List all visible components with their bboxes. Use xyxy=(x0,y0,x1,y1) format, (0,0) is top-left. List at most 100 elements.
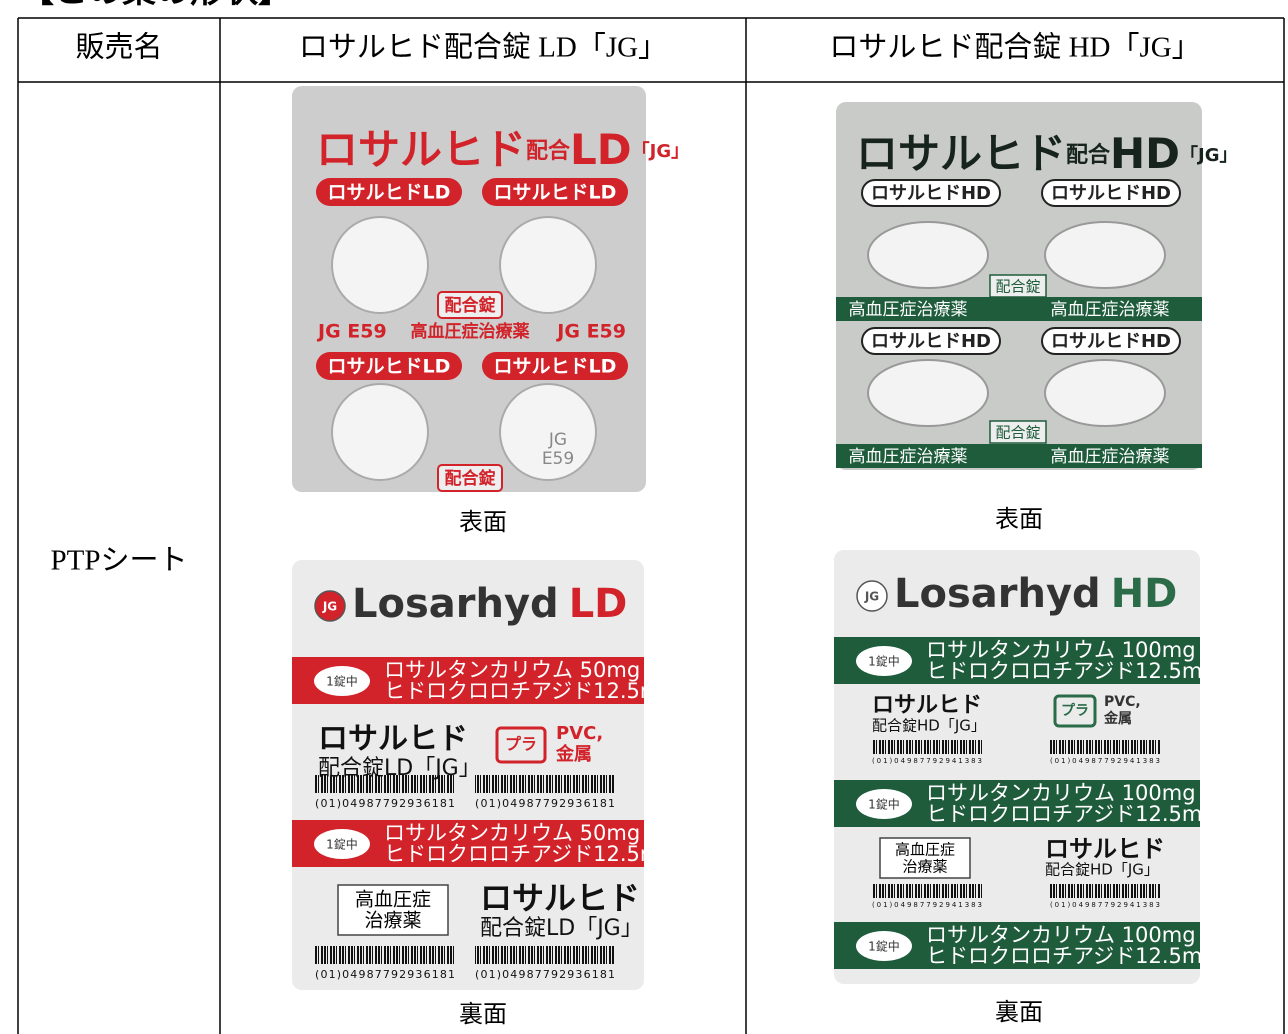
logo-badge xyxy=(856,580,888,612)
ingredient: ヒドロクロロチアジド12.5mg xyxy=(926,659,1216,683)
mark-box xyxy=(437,464,503,492)
header-cell: ロサルヒド配合錠 HD「JG」 xyxy=(829,31,1200,64)
tag-pill xyxy=(1041,179,1181,207)
mark: 配合錠 xyxy=(995,424,1040,442)
indication: 高血圧症治療薬 xyxy=(849,447,968,467)
brand-sub: 配合錠HD「JG」 xyxy=(872,717,986,735)
barcode xyxy=(475,946,615,964)
logo: JG xyxy=(322,600,337,614)
recycle-icon xyxy=(1053,694,1097,728)
tablet xyxy=(1044,359,1166,427)
tag-pill xyxy=(861,327,1001,355)
brand-sub: 配合錠LD「JG」 xyxy=(480,916,643,941)
tag: ロサルヒドHD xyxy=(1051,331,1171,352)
tag: ロサルヒドLD xyxy=(494,356,617,378)
package-name-part: Losarhyd xyxy=(894,571,1101,617)
brand: ロサルヒド xyxy=(1045,835,1165,863)
ingredient: ヒドロクロロチアジド12.5mg xyxy=(926,802,1216,826)
logo-badge xyxy=(314,590,346,622)
per-tablet: 1錠中 xyxy=(868,939,900,954)
package-name-part: HD xyxy=(1111,571,1178,617)
indication: 高血圧症治療薬 xyxy=(411,321,530,342)
caption: 裏面 xyxy=(459,1000,507,1028)
header-cell: 販売名 xyxy=(75,31,162,64)
caption: 表面 xyxy=(995,505,1043,533)
tag: ロサルヒドLD xyxy=(328,182,451,204)
package-name-part: Losarhyd xyxy=(352,581,559,627)
mark-box xyxy=(437,291,503,319)
indication: 高血圧症治療薬 xyxy=(849,300,968,320)
code: JG E59 xyxy=(316,321,387,343)
tag-pill xyxy=(316,178,462,206)
barcode xyxy=(475,775,615,793)
mark: 配合錠 xyxy=(445,295,496,316)
indication-band xyxy=(836,297,1202,321)
per-tablet: 1錠中 xyxy=(868,654,900,669)
imprint: JG xyxy=(548,430,567,450)
mark: 配合錠 xyxy=(995,278,1040,296)
barcode-number: (01)04987792941383 xyxy=(1050,901,1160,909)
recycle: プラ xyxy=(1061,703,1089,719)
ingredient: ヒドロクロロチアジド12.5mg xyxy=(926,944,1216,968)
package-title-part: 「JG」 xyxy=(632,140,689,162)
barcode-number: (01)04987792936181 xyxy=(315,797,455,810)
per-tablet: 1錠中 xyxy=(326,837,358,852)
tag-pill xyxy=(482,178,628,206)
brand: ロサルヒド xyxy=(480,879,640,917)
tag: ロサルヒドHD xyxy=(871,183,991,204)
per-badge xyxy=(856,646,912,676)
package-title: ロサルヒド配合LD「JG」 xyxy=(316,125,689,174)
material: 金属 xyxy=(1103,710,1132,727)
indication: 治療薬 xyxy=(902,857,947,875)
caption: 裏面 xyxy=(995,998,1043,1026)
row-label: PTPシート xyxy=(51,545,188,577)
per-badge xyxy=(856,789,912,819)
tag-pill xyxy=(861,179,1001,207)
tag: ロサルヒドLD xyxy=(328,356,451,378)
barcode xyxy=(872,740,982,754)
tablet xyxy=(499,216,597,314)
package-title-part: 配合 xyxy=(526,138,571,164)
indication-box xyxy=(337,884,449,936)
tag-pill xyxy=(482,352,628,380)
ingredient: ヒドロクロロチアジド12.5mg xyxy=(384,679,674,703)
tablet xyxy=(867,359,989,427)
package-title-part: 配合 xyxy=(1066,142,1111,168)
tag-pill xyxy=(1041,327,1181,355)
package-name: Losarhyd HD xyxy=(894,571,1177,617)
material: PVC, xyxy=(1104,694,1141,710)
package-title-part: LD xyxy=(570,125,632,174)
barcode-number: (01)04987792941383 xyxy=(872,757,982,765)
indication-band xyxy=(836,444,1202,468)
ingredient: ロサルタンカリウム 100mg xyxy=(926,781,1196,805)
indication-box xyxy=(879,837,971,879)
table-grid xyxy=(17,17,1285,1034)
per-badge xyxy=(314,829,370,859)
logo: JG xyxy=(864,590,879,604)
ingredient: ロサルタンカリウム 50mg xyxy=(384,658,640,682)
brand: ロサルヒド xyxy=(318,722,468,757)
indication: 高血圧症 xyxy=(355,889,431,911)
barcode xyxy=(872,884,982,898)
package-title-part: 「JG」 xyxy=(1180,144,1237,166)
material: 金属 xyxy=(555,743,592,765)
tablet xyxy=(331,383,429,481)
package-title-part: ロサルヒド xyxy=(316,125,526,174)
tablet xyxy=(499,383,597,481)
package-title: ロサルヒド配合HD「JG」 xyxy=(856,129,1238,178)
recycle-icon xyxy=(495,726,547,764)
mark: 配合錠 xyxy=(445,468,496,489)
tag: ロサルヒドHD xyxy=(871,331,991,352)
barcode-number: (01)04987792936181 xyxy=(315,968,455,981)
tag: ロサルヒドLD xyxy=(494,182,617,204)
recycle: プラ xyxy=(505,735,537,754)
heading: 【この薬の形状】 xyxy=(20,0,292,10)
per-badge xyxy=(314,666,370,696)
tablet xyxy=(867,221,989,289)
package-name-part: LD xyxy=(569,581,628,627)
per-tablet: 1錠中 xyxy=(326,674,358,689)
imprint: E59 xyxy=(542,449,574,469)
tablet xyxy=(331,216,429,314)
indication: 高血圧症 xyxy=(895,841,955,859)
